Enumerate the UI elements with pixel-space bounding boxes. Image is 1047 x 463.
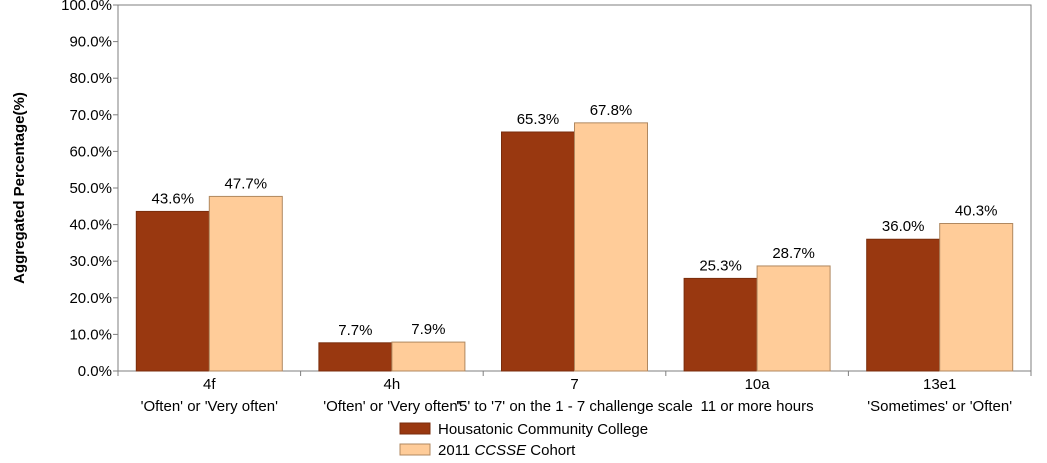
category-code: 10a <box>745 376 771 393</box>
y-tick-label: 70.0% <box>69 107 112 124</box>
category-label: 11 or more hours <box>701 398 814 415</box>
bar <box>939 223 1014 372</box>
y-axis-title: Aggregated Percentage(%) <box>11 92 28 284</box>
y-tick-label: 90.0% <box>69 34 112 51</box>
y-tick-label: 100.0% <box>61 0 112 14</box>
legend-swatch <box>399 422 431 435</box>
bar <box>756 265 831 372</box>
bar <box>135 210 210 372</box>
y-tick-label: 20.0% <box>69 290 112 307</box>
category-code: 7 <box>570 376 578 393</box>
y-tick-label: 0.0% <box>78 363 112 380</box>
category-label: 'Often' or 'Very often' <box>141 398 278 415</box>
category-code: 4h <box>384 376 401 393</box>
bar <box>866 238 941 372</box>
category-code: 4f <box>203 376 216 393</box>
data-label: 25.3% <box>699 257 742 274</box>
data-label: 7.9% <box>411 321 445 338</box>
y-tick-label: 30.0% <box>69 253 112 270</box>
y-tick-label: 40.0% <box>69 217 112 234</box>
data-label: 40.3% <box>955 203 998 220</box>
legend: Housatonic Community College 2011 CCSSE C… <box>399 421 648 459</box>
category-code: 13e1 <box>923 376 956 393</box>
data-label: 47.7% <box>225 175 268 192</box>
data-label: 67.8% <box>590 102 633 119</box>
category-label: 'Often' or 'Very often' <box>323 398 460 415</box>
data-label: 28.7% <box>772 245 815 262</box>
bar <box>501 131 575 372</box>
y-axis-label: Aggregated Percentage(%) <box>11 92 28 284</box>
bar <box>683 277 758 372</box>
plot-area: 0.0% 10.0% 20.0% 30.0% 40.0% 50.0% 60.0% 70.0% 8… <box>61 0 1032 415</box>
data-label: 7.7% <box>338 322 372 339</box>
legend-swatch <box>399 443 431 456</box>
y-tick-label: 50.0% <box>69 180 112 197</box>
bar <box>318 342 393 372</box>
bar <box>574 122 648 372</box>
y-tick-label: 80.0% <box>69 70 112 87</box>
y-tick-label: 60.0% <box>69 143 112 160</box>
bar <box>391 341 466 372</box>
legend-label: 2011 CCSSE Cohort <box>438 442 576 459</box>
data-label: 36.0% <box>882 218 925 235</box>
category-label: '5' to '7' on the 1 - 7 challenge scale <box>456 398 693 415</box>
category-label: 'Sometimes' or 'Often' <box>867 398 1012 415</box>
legend-label: Housatonic Community College <box>438 421 648 438</box>
bar <box>208 195 283 372</box>
data-label: 43.6% <box>152 190 195 207</box>
y-tick-label: 10.0% <box>69 326 112 343</box>
data-label: 65.3% <box>517 111 560 128</box>
